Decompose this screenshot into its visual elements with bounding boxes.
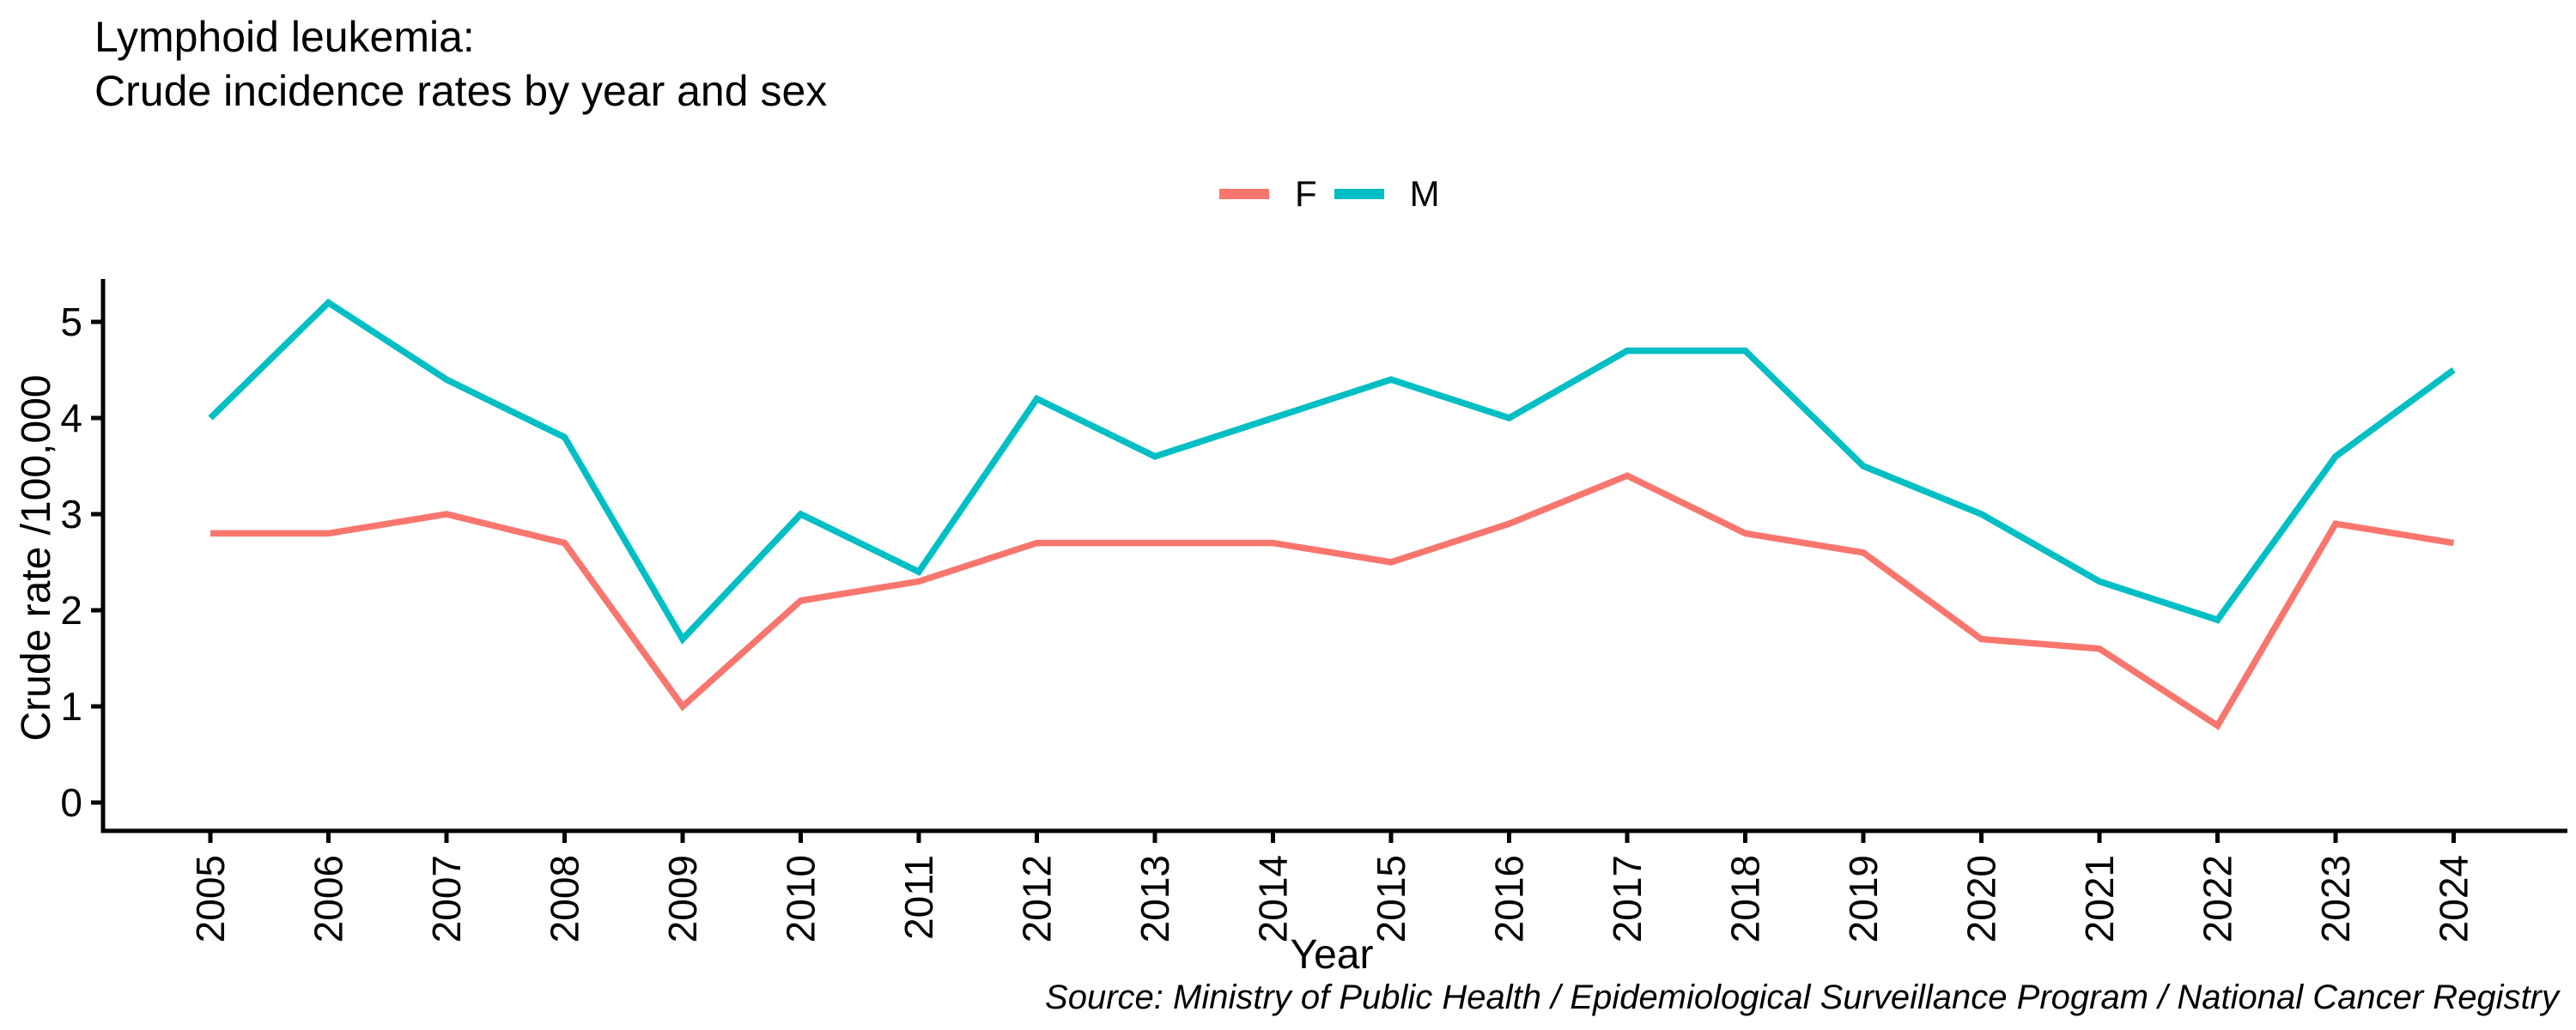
x-tick-label-2006: 2006	[307, 855, 351, 942]
y-tick-label-4: 4	[60, 396, 82, 440]
x-tick-label-2016: 2016	[1487, 855, 1532, 942]
x-tick-label-2010: 2010	[779, 855, 823, 942]
x-tick-label-2020: 2020	[1959, 855, 2004, 942]
source-credit: Source: Ministry of Public Health / Epid…	[1045, 978, 2559, 1016]
x-axis-title: Year	[1291, 932, 1374, 978]
chart-title-line2: Crude incidence rates by year and sex	[94, 67, 828, 115]
x-tick-label-2019: 2019	[1841, 855, 1886, 942]
y-axis-title: Crude rate /100,000	[14, 375, 59, 742]
chart-title: Lymphoid leukemia: Crude incidence rates…	[94, 10, 827, 118]
x-tick-label-2005: 2005	[188, 855, 233, 942]
y-tick-label-3: 3	[60, 492, 82, 536]
y-tick-label-2: 2	[60, 588, 82, 633]
y-tick-label-5: 5	[60, 300, 82, 344]
x-tick-label-2018: 2018	[1723, 855, 1768, 942]
legend-label-F: F	[1295, 173, 1317, 214]
x-tick-label-2015: 2015	[1369, 855, 1413, 942]
series-line-M	[208, 298, 2456, 645]
x-tick-label-2023: 2023	[2313, 855, 2358, 942]
x-tick-label-2021: 2021	[2077, 855, 2122, 942]
x-tick-label-2011: 2011	[896, 855, 941, 940]
chart-title-line1: Lymphoid leukemia:	[94, 13, 475, 61]
x-tick-label-2022: 2022	[2196, 855, 2240, 942]
legend-swatch-F	[1219, 189, 1269, 199]
x-tick-label-2017: 2017	[1605, 855, 1649, 942]
y-tick-label-0: 0	[60, 780, 82, 825]
series-line-F	[210, 472, 2455, 730]
x-tick-label-2008: 2008	[543, 855, 587, 942]
x-tick-label-2013: 2013	[1133, 855, 1177, 942]
legend-item-M: M	[1334, 173, 1440, 215]
x-tick-label-2009: 2009	[660, 855, 705, 942]
legend-item-F: F	[1219, 173, 1317, 215]
x-tick-label-2012: 2012	[1015, 855, 1060, 942]
x-tick-label-2024: 2024	[2432, 855, 2476, 942]
x-tick-label-2007: 2007	[424, 855, 469, 942]
legend-swatch-M	[1334, 189, 1384, 199]
legend-label-M: M	[1409, 173, 1440, 214]
y-tick-label-1: 1	[60, 684, 82, 729]
x-tick-label-2014: 2014	[1251, 855, 1296, 942]
